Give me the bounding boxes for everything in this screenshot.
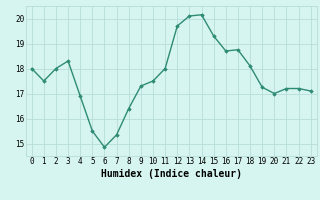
X-axis label: Humidex (Indice chaleur): Humidex (Indice chaleur): [101, 169, 242, 179]
